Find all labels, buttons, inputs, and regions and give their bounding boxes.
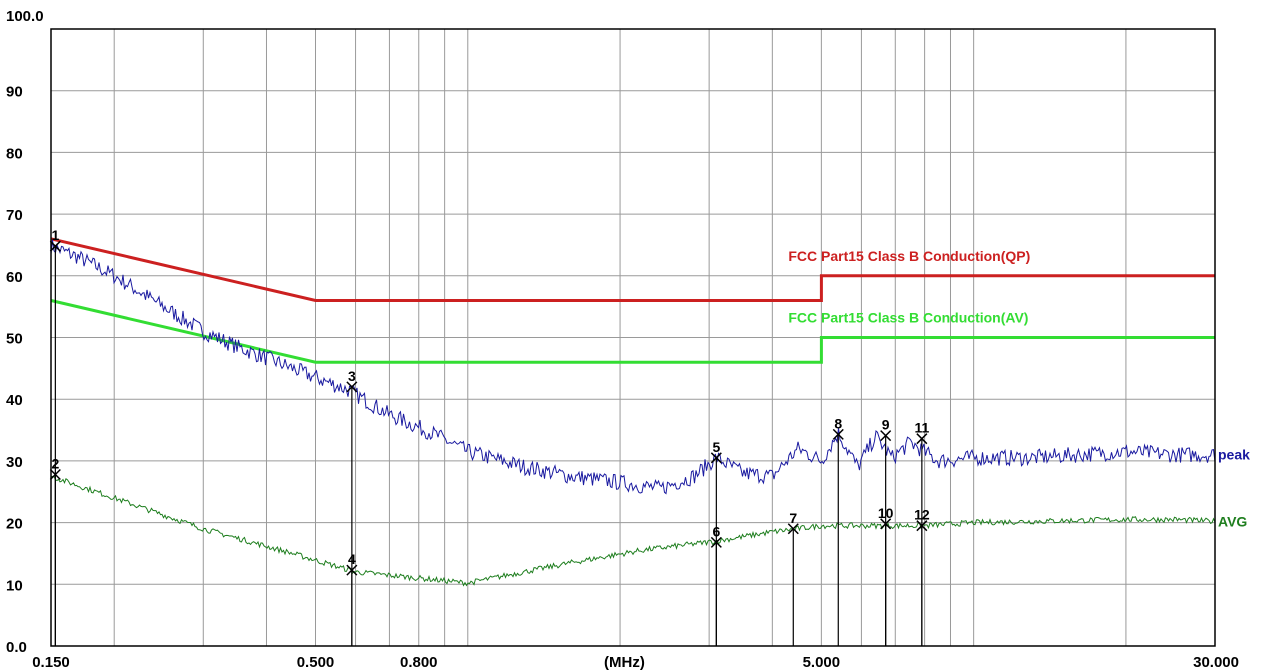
limit-line-av [50,299,1215,364]
y-tick-label: 80 [6,145,23,162]
marker-number: 11 [914,420,929,436]
limit-label-qp: FCC Part15 Class B Conduction(QP) [788,248,1030,264]
y-tick-label: 60 [6,269,23,286]
marker-cross [346,381,358,393]
marker-cross [787,523,799,535]
y-tick-label: 10 [6,577,23,594]
peak-trace [50,239,1216,495]
marker-number: 8 [834,415,842,431]
x-tick-label: 0.150 [32,654,70,671]
marker-cross [880,430,892,442]
marker-number: 9 [882,417,890,433]
marker-cross [710,452,722,464]
avg-trace-label: AVG [1218,513,1247,529]
marker-cross [49,468,61,481]
marker-cross [49,240,61,252]
trace-lines: peak AVG [50,239,1250,587]
marker-cross [832,428,844,440]
axis-tick-labels: 90 80 70 60 50 40 30 20 10 0.0 0.150 0.500 0.800 5.00… [6,84,1239,671]
y-tick-label: 90 [6,84,23,101]
limit-line-qp [50,237,1215,302]
y-top-label: 100.0 [6,8,44,25]
marker-number: 4 [348,551,356,567]
marker-cross [916,520,928,532]
x-tick-label: 30.000 [1193,654,1239,671]
marker-cross [710,536,722,548]
marker-number: 6 [712,523,720,539]
marker-number: 7 [789,510,797,526]
x-tick-label: 0.800 [400,654,438,671]
peak-trace-label: peak [1218,447,1250,463]
marker-number: 2 [51,455,59,471]
x-tick-label: 5.000 [803,654,841,671]
marker-number: 12 [914,507,930,523]
marker-number: 1 [51,227,59,243]
marker-cross [916,433,928,445]
marker-cross [880,518,892,530]
y-tick-label: 30 [6,454,23,471]
marker-number: 3 [348,368,356,384]
limit-lines: FCC Part15 Class B Conduction(QP) FCC Par… [50,237,1215,364]
y-tick-label: 50 [6,331,23,348]
y-tick-label: 70 [6,207,23,224]
marker-cross [346,564,358,576]
marker-number: 5 [712,439,720,455]
avg-trace [50,475,1216,587]
y-tick-label: 0.0 [6,639,27,656]
y-tick-label: 40 [6,392,23,409]
marker-number: 10 [878,505,894,521]
x-tick-label: 0.500 [297,654,335,671]
limit-label-av: FCC Part15 Class B Conduction(AV) [788,310,1028,326]
y-tick-label: 20 [6,516,23,533]
x-unit-label: (MHz) [604,654,645,671]
plot-frame [50,28,1216,647]
